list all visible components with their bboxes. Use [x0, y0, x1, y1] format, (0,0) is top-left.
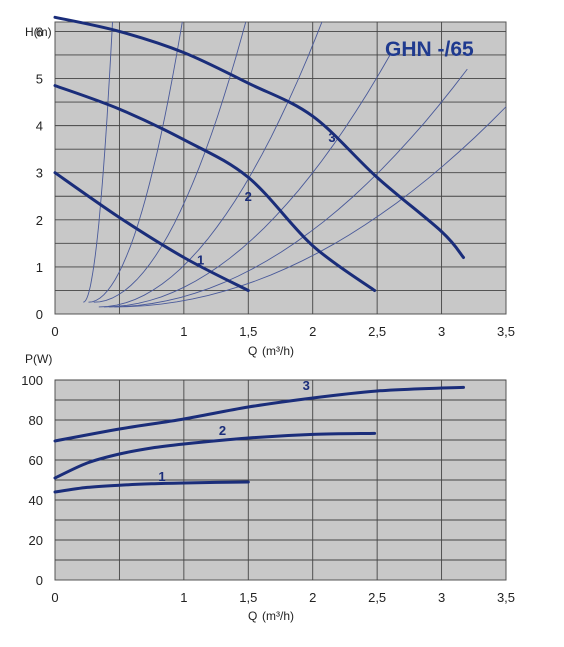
series-line-2 — [53, 84, 377, 292]
series-line-3 — [53, 385, 465, 443]
system-curve — [114, 106, 506, 308]
series-line-3 — [53, 15, 465, 259]
y-tick-label: 20 — [29, 533, 43, 548]
system-curve — [83, 22, 113, 303]
y-tick-label: 1 — [36, 260, 43, 275]
x-tick-label: 3,5 — [497, 324, 515, 339]
x-tick-label: 0 — [51, 590, 58, 605]
series-label-3: 3 — [328, 130, 335, 145]
y-tick-label: 0 — [36, 307, 43, 322]
x-tick-label: 1,5 — [239, 324, 257, 339]
y-tick-label: 4 — [36, 119, 43, 134]
x-tick-label: 3 — [438, 324, 445, 339]
y-tick-label: 80 — [29, 413, 43, 428]
x-tick-label: 0 — [51, 324, 58, 339]
x-tick-label: 3,5 — [497, 590, 515, 605]
series-line-2 — [53, 431, 377, 480]
x-axis-label: Q — [248, 609, 257, 623]
x-tick-label: 1 — [180, 324, 187, 339]
series-label-1: 1 — [158, 469, 165, 484]
plot-area — [54, 21, 507, 315]
y-tick-label: 60 — [29, 453, 43, 468]
y-tick-label: 6 — [36, 24, 43, 39]
x-axis-unit: (m³/h) — [262, 609, 294, 623]
system-curve — [109, 68, 468, 308]
y-axis-label: P(W) — [25, 352, 52, 366]
series-label-2: 2 — [245, 189, 252, 204]
y-tick-label: 100 — [21, 373, 43, 388]
series-label-2: 2 — [219, 423, 226, 438]
power-curve-chart: 1 2 3 0 1 1,5 2 2,5 3 3,5 0 20 40 60 80 100 P(W) Q (m³/h) — [21, 352, 515, 623]
x-tick-label: 2 — [309, 590, 316, 605]
series-label-1: 1 — [197, 253, 204, 268]
y-tick-label: 3 — [36, 166, 43, 181]
y-tick-label: 0 — [36, 573, 43, 588]
series-line-1 — [53, 171, 250, 292]
x-tick-label: 2,5 — [368, 324, 386, 339]
series-line-1 — [53, 480, 250, 494]
x-tick-label: 2 — [309, 324, 316, 339]
head-curve-chart: 1 2 3 0 1 1,5 2 2,5 3 3,5 0 1 2 3 4 5 6H(m) Q (m³/h) GHN -/… — [25, 15, 515, 358]
x-axis-label: Q — [248, 344, 257, 358]
x-axis-unit: (m³/h) — [262, 344, 294, 358]
series-label-3: 3 — [303, 378, 310, 393]
x-tick-label: 1,5 — [239, 590, 257, 605]
system-curve — [103, 54, 391, 308]
y-tick-label: 2 — [36, 213, 43, 228]
y-axis-label: H(m) — [25, 25, 52, 39]
x-tick-label: 2,5 — [368, 590, 386, 605]
chart-title: GHN -/65 — [385, 38, 474, 61]
y-tick-label: 40 — [29, 493, 43, 508]
y-tick-label: 5 — [36, 72, 43, 87]
system-curve — [93, 22, 247, 303]
x-tick-label: 1 — [180, 590, 187, 605]
x-tick-label: 3 — [438, 590, 445, 605]
